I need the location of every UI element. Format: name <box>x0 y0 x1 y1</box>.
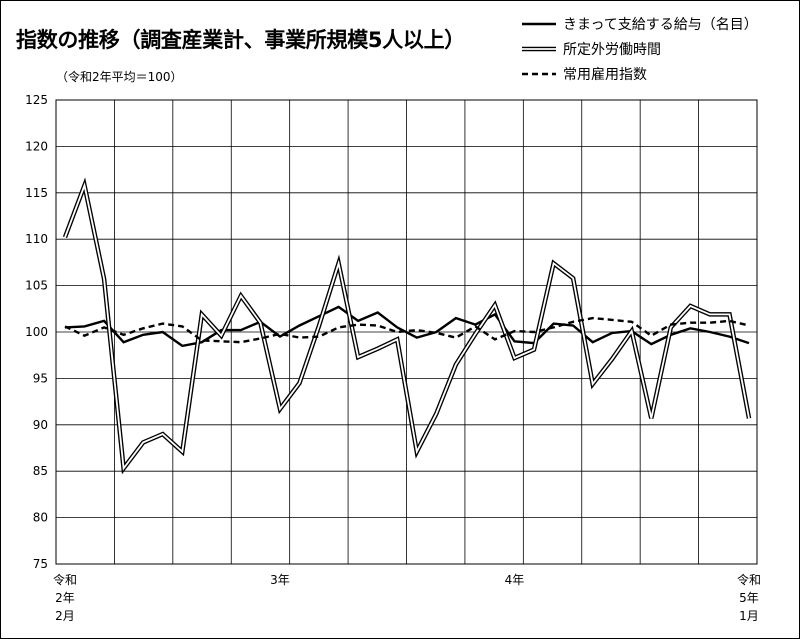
y-tick-label: 95 <box>33 371 48 385</box>
series-line-wages <box>64 305 750 348</box>
x-tick-label: 令和 <box>737 572 761 587</box>
y-tick-label: 75 <box>33 557 48 571</box>
x-tick-label: 5年 <box>739 591 759 605</box>
legend-label: 所定外労働時間 <box>563 42 661 58</box>
series-layer <box>62 177 752 475</box>
y-tick-label: 115 <box>25 186 48 200</box>
y-tick-label: 120 <box>25 139 48 153</box>
x-tick-label: 3年 <box>270 573 290 587</box>
y-tick-label: 110 <box>25 232 48 246</box>
y-tick-label: 100 <box>25 325 48 339</box>
y-tick-label: 125 <box>25 93 48 107</box>
x-tick-label: 4年 <box>505 573 525 587</box>
x-tick-label: 2年 <box>55 591 75 605</box>
plot-border <box>55 99 758 565</box>
x-tick-label: 2月 <box>55 609 75 623</box>
chart-title: 指数の推移（調査産業計、事業所規模5人以上） <box>16 28 466 52</box>
y-tick-label: 80 <box>33 511 48 525</box>
x-tick-label: 令和 <box>53 572 77 587</box>
series-line-overtime-outer <box>62 177 752 475</box>
y-tick-label: 85 <box>33 464 48 478</box>
series-line-employment <box>64 316 750 344</box>
base-note: （令和2年平均＝100） <box>56 70 183 84</box>
x-axis-ticks: 令和 2年 2月 3年 4年 令和 5年 1月 <box>53 572 761 623</box>
y-axis-ticks: 75 80 85 90 95 100 105 110 115 120 125 <box>25 93 48 571</box>
y-tick-label: 105 <box>25 279 48 293</box>
series-line-overtime-inner <box>64 182 750 471</box>
legend-label: 常用雇用指数 <box>563 66 647 83</box>
x-tick-label: 1月 <box>739 609 759 623</box>
y-tick-label: 90 <box>33 418 48 432</box>
legend-label: きまって支給する給与（名目） <box>563 17 758 33</box>
